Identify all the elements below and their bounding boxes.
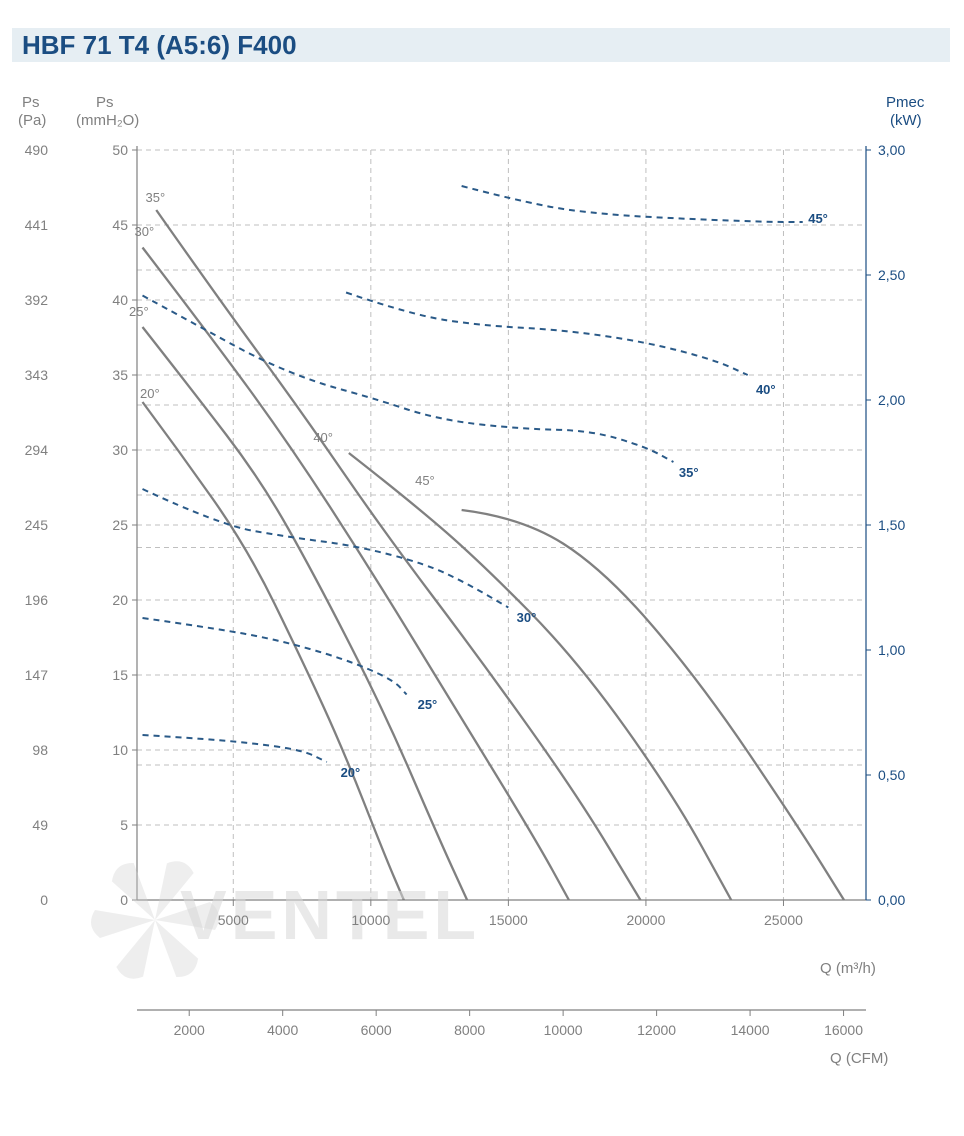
tick-x2: 12000	[633, 1022, 681, 1038]
tick-x2: 2000	[165, 1022, 213, 1038]
tick-x1: 5000	[209, 912, 257, 928]
chart: Ps (Pa) Ps (mmH₂O) Pmec (kW) VENTEL Q (m…	[0, 90, 964, 1080]
tick-left1: 294	[14, 442, 48, 458]
tick-right: 1,50	[878, 517, 905, 533]
power-curve-label: 35°	[679, 465, 699, 480]
tick-left2: 40	[100, 292, 128, 308]
pressure-curve-label: 30°	[135, 224, 155, 239]
tick-right: 0,50	[878, 767, 905, 783]
power-curve-label: 30°	[517, 610, 537, 625]
tick-x1: 10000	[347, 912, 395, 928]
pressure-curve-label: 40°	[313, 430, 333, 445]
pressure-curve-label: 35°	[146, 190, 166, 205]
page-title: HBF 71 T4 (A5:6) F400	[22, 30, 297, 61]
tick-x2: 4000	[259, 1022, 307, 1038]
tick-right: 1,00	[878, 642, 905, 658]
tick-left2: 25	[100, 517, 128, 533]
tick-x2: 10000	[539, 1022, 587, 1038]
tick-right: 2,50	[878, 267, 905, 283]
tick-left1: 245	[14, 517, 48, 533]
tick-left1: 343	[14, 367, 48, 383]
tick-left2: 20	[100, 592, 128, 608]
axis-x1-unit: Q (m³/h)	[820, 960, 876, 977]
pressure-curve-label: 20°	[140, 386, 160, 401]
tick-left2: 5	[100, 817, 128, 833]
tick-x2: 16000	[820, 1022, 868, 1038]
tick-left2: 45	[100, 217, 128, 233]
tick-left2: 35	[100, 367, 128, 383]
power-curve-label: 25°	[418, 697, 438, 712]
pressure-curve-label: 45°	[415, 473, 435, 488]
tick-left1: 0	[14, 892, 48, 908]
tick-left1: 441	[14, 217, 48, 233]
tick-left1: 196	[14, 592, 48, 608]
tick-right: 2,00	[878, 392, 905, 408]
tick-x1: 15000	[484, 912, 532, 928]
tick-x2: 14000	[726, 1022, 774, 1038]
tick-left2: 15	[100, 667, 128, 683]
title-bar: HBF 71 T4 (A5:6) F400	[12, 28, 950, 62]
tick-left2: 50	[100, 142, 128, 158]
tick-left2: 30	[100, 442, 128, 458]
pressure-curve-label: 25°	[129, 304, 149, 319]
tick-left1: 490	[14, 142, 48, 158]
tick-x1: 20000	[622, 912, 670, 928]
tick-right: 3,00	[878, 142, 905, 158]
power-curve-label: 45°	[808, 211, 828, 226]
tick-left1: 98	[14, 742, 48, 758]
tick-x1: 25000	[759, 912, 807, 928]
tick-left2: 10	[100, 742, 128, 758]
tick-x2: 6000	[352, 1022, 400, 1038]
tick-x2: 8000	[446, 1022, 494, 1038]
power-curve-label: 20°	[341, 765, 361, 780]
axis-x2-unit: Q (CFM)	[830, 1050, 888, 1067]
power-curve-label: 40°	[756, 382, 776, 397]
tick-left1: 49	[14, 817, 48, 833]
tick-left1: 392	[14, 292, 48, 308]
tick-left1: 147	[14, 667, 48, 683]
tick-right: 0,00	[878, 892, 905, 908]
tick-left2: 0	[100, 892, 128, 908]
